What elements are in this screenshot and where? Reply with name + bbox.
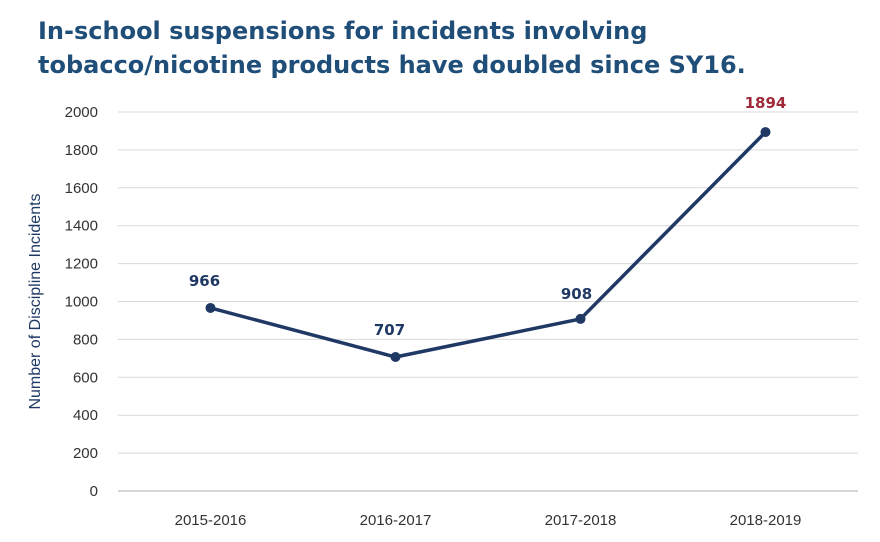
- data-point: [575, 313, 586, 324]
- data-labels: 966 707 908 1894: [189, 94, 787, 339]
- x-tick-label: 2017-2018: [545, 512, 617, 529]
- y-tick-label: 1200: [65, 256, 98, 273]
- x-tick-label: 2018-2019: [730, 512, 802, 529]
- data-label: 966: [189, 272, 220, 290]
- y-tick-label: 400: [73, 407, 98, 424]
- data-point: [390, 352, 401, 363]
- y-tick-label: 800: [73, 331, 98, 348]
- y-tick-label: 1600: [65, 180, 98, 197]
- chart-title-line-2: tobacco/nicotine products have doubled s…: [38, 51, 746, 79]
- data-point: [760, 127, 771, 138]
- gridlines: [118, 111, 858, 492]
- x-tick-label: 2016-2017: [360, 512, 432, 529]
- y-tick-label: 1800: [65, 142, 98, 159]
- y-tick-label: 2000: [65, 104, 98, 121]
- series-layer: [205, 127, 771, 363]
- y-axis-label: Number of Discipline Incidents: [27, 193, 44, 409]
- x-tick-label: 2015-2016: [175, 512, 247, 529]
- chart-title-line-1: In-school suspensions for incidents invo…: [38, 17, 648, 45]
- x-axis-ticks: 2015-2016 2016-2017 2017-2018 2018-2019: [175, 512, 802, 529]
- data-label: 707: [374, 321, 405, 339]
- y-tick-label: 200: [73, 445, 98, 462]
- y-tick-label: 1000: [65, 294, 98, 311]
- y-tick-label: 1400: [65, 218, 98, 235]
- data-label: 1894: [745, 94, 787, 112]
- data-point: [205, 302, 216, 313]
- y-axis-ticks: 0 200 400 600 800 1000 1200 1400 1600 1800 2000: [65, 104, 98, 500]
- y-tick-label: 600: [73, 369, 98, 386]
- chart-title: In-school suspensions for incidents invo…: [38, 14, 858, 82]
- data-label: 908: [561, 285, 592, 303]
- y-tick-label: 0: [90, 483, 98, 500]
- series-line: [208, 130, 768, 359]
